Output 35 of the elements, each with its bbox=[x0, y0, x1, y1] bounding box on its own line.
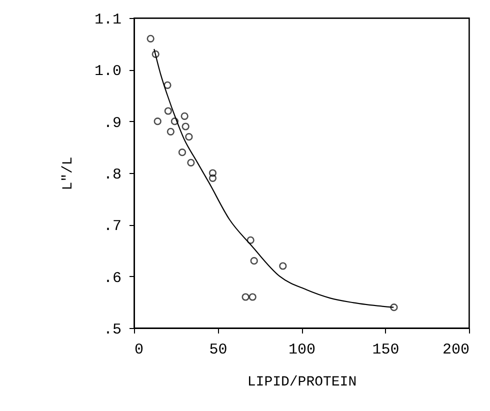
point bbox=[187, 158, 195, 166]
point bbox=[154, 118, 162, 126]
point bbox=[178, 148, 186, 156]
point bbox=[279, 262, 287, 270]
x-tick-label: 100 bbox=[288, 342, 316, 358]
point bbox=[208, 174, 217, 182]
x-tick-label: 200 bbox=[442, 342, 470, 358]
x-tick-label: 50 bbox=[209, 342, 228, 358]
point bbox=[208, 169, 217, 177]
x-tick-label: 150 bbox=[372, 342, 400, 358]
y-tick-label: .7 bbox=[103, 218, 122, 236]
point bbox=[185, 133, 193, 141]
y-tick-label: .5 bbox=[103, 322, 122, 338]
y-tick-label: 1.0 bbox=[94, 63, 122, 80]
point bbox=[164, 81, 172, 89]
y-tick-label: .8 bbox=[103, 166, 122, 184]
point bbox=[170, 118, 179, 126]
y-tick-label: .9 bbox=[103, 114, 122, 132]
y-tick-label: 1.1 bbox=[94, 12, 122, 28]
point bbox=[246, 236, 254, 244]
y-axis-title: L"/L bbox=[60, 156, 76, 190]
line-series bbox=[154, 48, 394, 308]
point bbox=[242, 293, 250, 301]
point bbox=[164, 107, 172, 115]
point bbox=[166, 128, 174, 136]
point bbox=[250, 257, 258, 265]
x-axis-title: LIPID/PROTEIN bbox=[247, 374, 357, 390]
point bbox=[146, 34, 154, 42]
point bbox=[390, 304, 398, 312]
x-tick-label: 0 bbox=[134, 342, 144, 358]
point bbox=[152, 50, 160, 58]
point bbox=[180, 112, 188, 120]
point bbox=[182, 122, 190, 130]
point bbox=[248, 293, 256, 301]
y-tick-label: .6 bbox=[103, 270, 122, 287]
